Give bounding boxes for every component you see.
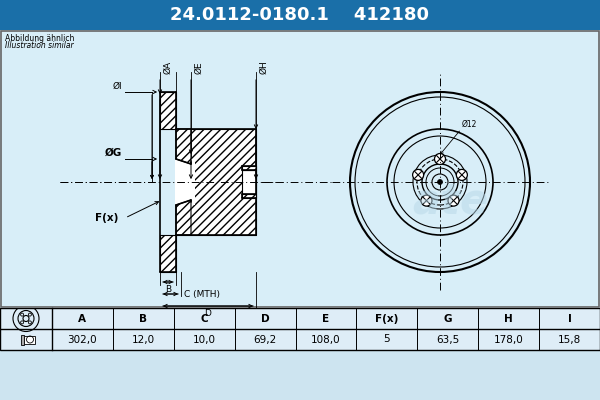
Text: ate: ate <box>412 181 488 223</box>
Text: B: B <box>165 285 171 294</box>
Bar <box>242 194 256 198</box>
Circle shape <box>413 169 424 180</box>
Polygon shape <box>176 200 191 235</box>
Text: Illustration similar: Illustration similar <box>5 41 74 50</box>
Circle shape <box>457 169 467 180</box>
Text: D: D <box>261 314 269 324</box>
Text: ØE: ØE <box>194 61 203 74</box>
Text: H: H <box>504 314 513 324</box>
Text: B: B <box>139 314 148 324</box>
Polygon shape <box>176 129 191 164</box>
Text: D: D <box>205 309 211 318</box>
Bar <box>242 170 256 194</box>
Text: 10,0: 10,0 <box>193 334 216 344</box>
Text: ØG: ØG <box>105 148 122 158</box>
Text: ØI: ØI <box>112 82 122 91</box>
Text: I: I <box>568 314 571 324</box>
Text: 63,5: 63,5 <box>436 334 460 344</box>
Text: ØH: ØH <box>259 60 268 74</box>
Text: C (MTH): C (MTH) <box>184 290 220 298</box>
Bar <box>160 235 176 272</box>
Text: 24.0112-0180.1    412180: 24.0112-0180.1 412180 <box>170 6 430 24</box>
Bar <box>0 0 600 30</box>
Text: E: E <box>322 314 329 324</box>
Bar <box>24 336 35 344</box>
Text: Ø12: Ø12 <box>461 120 476 129</box>
Text: G: G <box>443 314 452 324</box>
Circle shape <box>448 195 459 206</box>
Circle shape <box>434 154 445 164</box>
Bar <box>1 31 599 307</box>
Text: F(x): F(x) <box>95 213 118 223</box>
Text: 5: 5 <box>383 334 390 344</box>
Text: C: C <box>200 314 208 324</box>
Text: F(x): F(x) <box>375 314 398 324</box>
Text: Abbildung ähnlich: Abbildung ähnlich <box>5 34 74 43</box>
Bar <box>0 30 600 308</box>
Bar <box>175 159 195 205</box>
Circle shape <box>437 180 443 184</box>
Text: 108,0: 108,0 <box>311 334 341 344</box>
Text: 178,0: 178,0 <box>494 334 524 344</box>
Text: A: A <box>79 314 86 324</box>
Bar <box>176 129 256 235</box>
Circle shape <box>421 195 432 206</box>
Text: 302,0: 302,0 <box>68 334 97 344</box>
Bar <box>160 92 176 129</box>
Text: 15,8: 15,8 <box>558 334 581 344</box>
Text: ØA: ØA <box>163 61 172 74</box>
Text: 69,2: 69,2 <box>253 334 277 344</box>
Bar <box>242 166 256 170</box>
Bar <box>0 308 600 350</box>
Text: 12,0: 12,0 <box>132 334 155 344</box>
Bar <box>21 334 24 344</box>
